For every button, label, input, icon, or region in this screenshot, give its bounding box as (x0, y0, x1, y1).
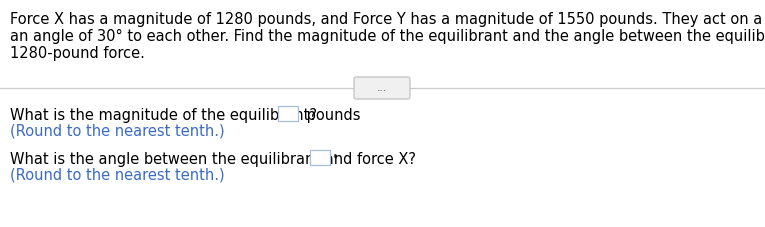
Text: Force X has a magnitude of 1280 pounds, and Force Y has a magnitude of 1550 poun: Force X has a magnitude of 1280 pounds, … (10, 12, 765, 27)
Text: an angle of 30° to each other. Find the magnitude of the equilibrant and the ang: an angle of 30° to each other. Find the … (10, 29, 765, 44)
Text: What is the angle between the equilibrant and force X?: What is the angle between the equilibran… (10, 152, 421, 167)
Text: (Round to the nearest tenth.): (Round to the nearest tenth.) (10, 168, 225, 183)
Text: (Round to the nearest tenth.): (Round to the nearest tenth.) (10, 124, 225, 139)
Bar (310, 150, 330, 165)
Text: pounds: pounds (302, 108, 360, 123)
Bar (278, 106, 298, 121)
Text: ...: ... (377, 83, 387, 93)
Text: °: ° (332, 154, 337, 164)
Text: 1280-pound force.: 1280-pound force. (10, 46, 145, 61)
Text: What is the magnitude of the equilibrant?: What is the magnitude of the equilibrant… (10, 108, 321, 123)
FancyBboxPatch shape (354, 77, 410, 99)
